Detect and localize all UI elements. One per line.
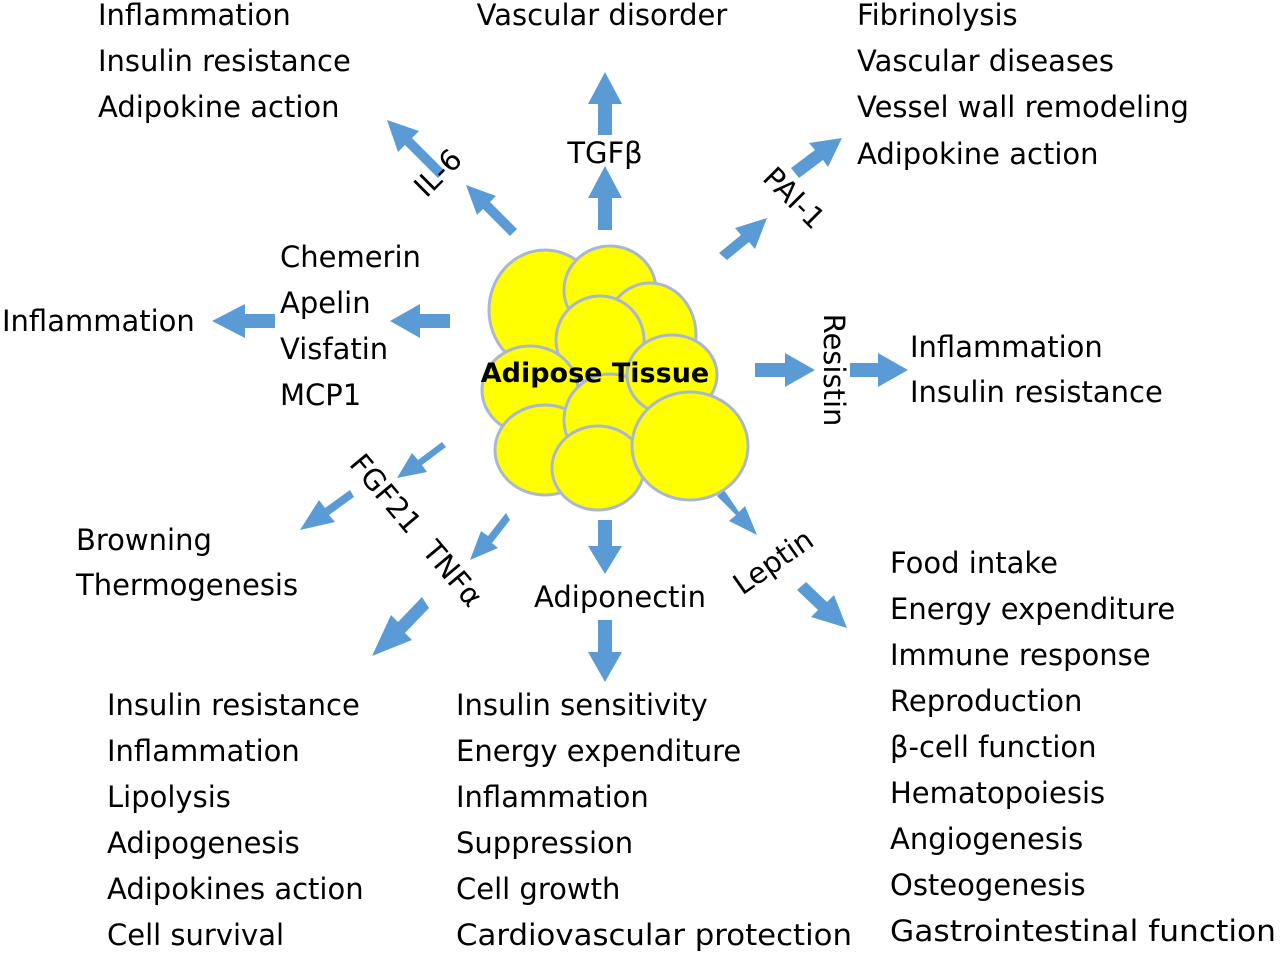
effect-group-left: Inflammation xyxy=(2,304,195,338)
effect-item: Inflammation xyxy=(456,780,649,814)
effect-pai1: Fibrinolysis Vascular diseases Vessel wa… xyxy=(857,0,1189,171)
arrow-downleft-tnfa xyxy=(470,513,510,560)
effect-item: Energy expenditure xyxy=(456,734,741,768)
arrow-up-tgfb xyxy=(588,166,622,230)
factor-group-item: Chemerin xyxy=(280,240,421,274)
arrow-right-resistin-effects xyxy=(850,353,908,387)
effect-item: Adipokines action xyxy=(107,872,364,906)
adipose-cell-cluster: Adipose Tissue xyxy=(480,244,750,512)
effect-item: Inflammation xyxy=(98,0,291,32)
effect-item: Insulin sensitivity xyxy=(456,688,708,722)
effect-item: Adipokine action xyxy=(857,137,1099,171)
effect-item: Hematopoiesis xyxy=(890,776,1105,810)
effect-item: Adipokine action xyxy=(98,90,340,124)
arrow-down-adiponectin-effects xyxy=(588,620,622,682)
arrow-left-inflammation xyxy=(212,304,275,338)
effect-tgfb: Vascular disorder xyxy=(477,0,728,32)
effect-item: Energy expenditure xyxy=(890,592,1175,626)
effect-item: Immune response xyxy=(890,638,1151,672)
arrow-left-group xyxy=(390,304,450,338)
arrow-right-resistin xyxy=(755,353,815,387)
arrow-upleft-il6-effects xyxy=(387,120,445,178)
effect-tnfa: Insulin resistance Inflammation Lipolysi… xyxy=(107,688,364,952)
arrow-up-vascular xyxy=(588,72,622,135)
effect-item: Inflammation xyxy=(107,734,300,768)
factor-group-item: MCP1 xyxy=(280,378,361,412)
effect-il6: Inflammation Insulin resistance Adipokin… xyxy=(98,0,351,124)
effect-item: Cell growth xyxy=(456,872,620,906)
effect-item: Insulin resistance xyxy=(98,44,351,78)
effect-item: Insulin resistance xyxy=(107,688,360,722)
arrow-upright-pai1-effects xyxy=(791,138,842,178)
factor-group-item: Visfatin xyxy=(280,332,388,366)
factor-group-item: Apelin xyxy=(280,286,371,320)
effect-item: Osteogenesis xyxy=(890,868,1086,902)
effect-fgf21: Browning Thermogenesis xyxy=(75,523,298,602)
effect-resistin: Inflammation Insulin resistance xyxy=(910,330,1163,409)
effect-item: Vessel wall remodeling xyxy=(857,90,1189,124)
effect-item: Thermogenesis xyxy=(75,568,298,602)
arrow-downright-leptin-effects xyxy=(797,582,847,628)
effect-item: Food intake xyxy=(890,546,1058,580)
arrows xyxy=(212,72,908,682)
effect-item: Inflammation xyxy=(2,304,195,338)
factor-tgfb: TGFβ xyxy=(566,136,642,170)
center-label: Adipose Tissue xyxy=(481,358,710,389)
factor-adiponectin: Adiponectin xyxy=(534,580,706,614)
effect-leptin: Food intake Energy expenditure Immune re… xyxy=(890,546,1276,948)
arrow-downleft-fgf21 xyxy=(397,442,446,478)
arrow-downleft-tnfa-effects xyxy=(372,597,429,656)
effect-item: Fibrinolysis xyxy=(857,0,1018,32)
effect-item: Cardiovascular protection xyxy=(456,918,852,952)
effect-adiponectin: Insulin sensitivity Energy expenditure I… xyxy=(456,688,852,952)
adipocyte-cell xyxy=(630,390,750,502)
arrow-down-adiponectin xyxy=(588,520,622,574)
arrow-downleft-fgf21-effects xyxy=(300,490,354,530)
effect-item: Vascular diseases xyxy=(857,44,1114,78)
effect-item: β-cell function xyxy=(890,730,1097,764)
adipocyte-cell xyxy=(550,424,646,512)
effect-item: Browning xyxy=(76,523,212,557)
arrow-downright-leptin xyxy=(717,490,757,535)
effect-item: Suppression xyxy=(456,826,633,860)
factor-resistin: Resistin xyxy=(817,314,851,427)
arrow-upleft-il6 xyxy=(466,185,517,236)
effect-item: Lipolysis xyxy=(107,780,231,814)
effect-item: Vascular disorder xyxy=(477,0,728,32)
effect-item: Inflammation xyxy=(910,330,1103,364)
effect-item: Angiogenesis xyxy=(890,822,1083,856)
effect-item: Cell survival xyxy=(107,918,284,952)
effect-item: Insulin resistance xyxy=(910,375,1163,409)
effect-item: Adipogenesis xyxy=(107,826,300,860)
arrow-upright-pai1 xyxy=(719,218,767,260)
effect-item: Gastrointestinal function xyxy=(890,914,1276,948)
effect-item: Reproduction xyxy=(890,684,1082,718)
